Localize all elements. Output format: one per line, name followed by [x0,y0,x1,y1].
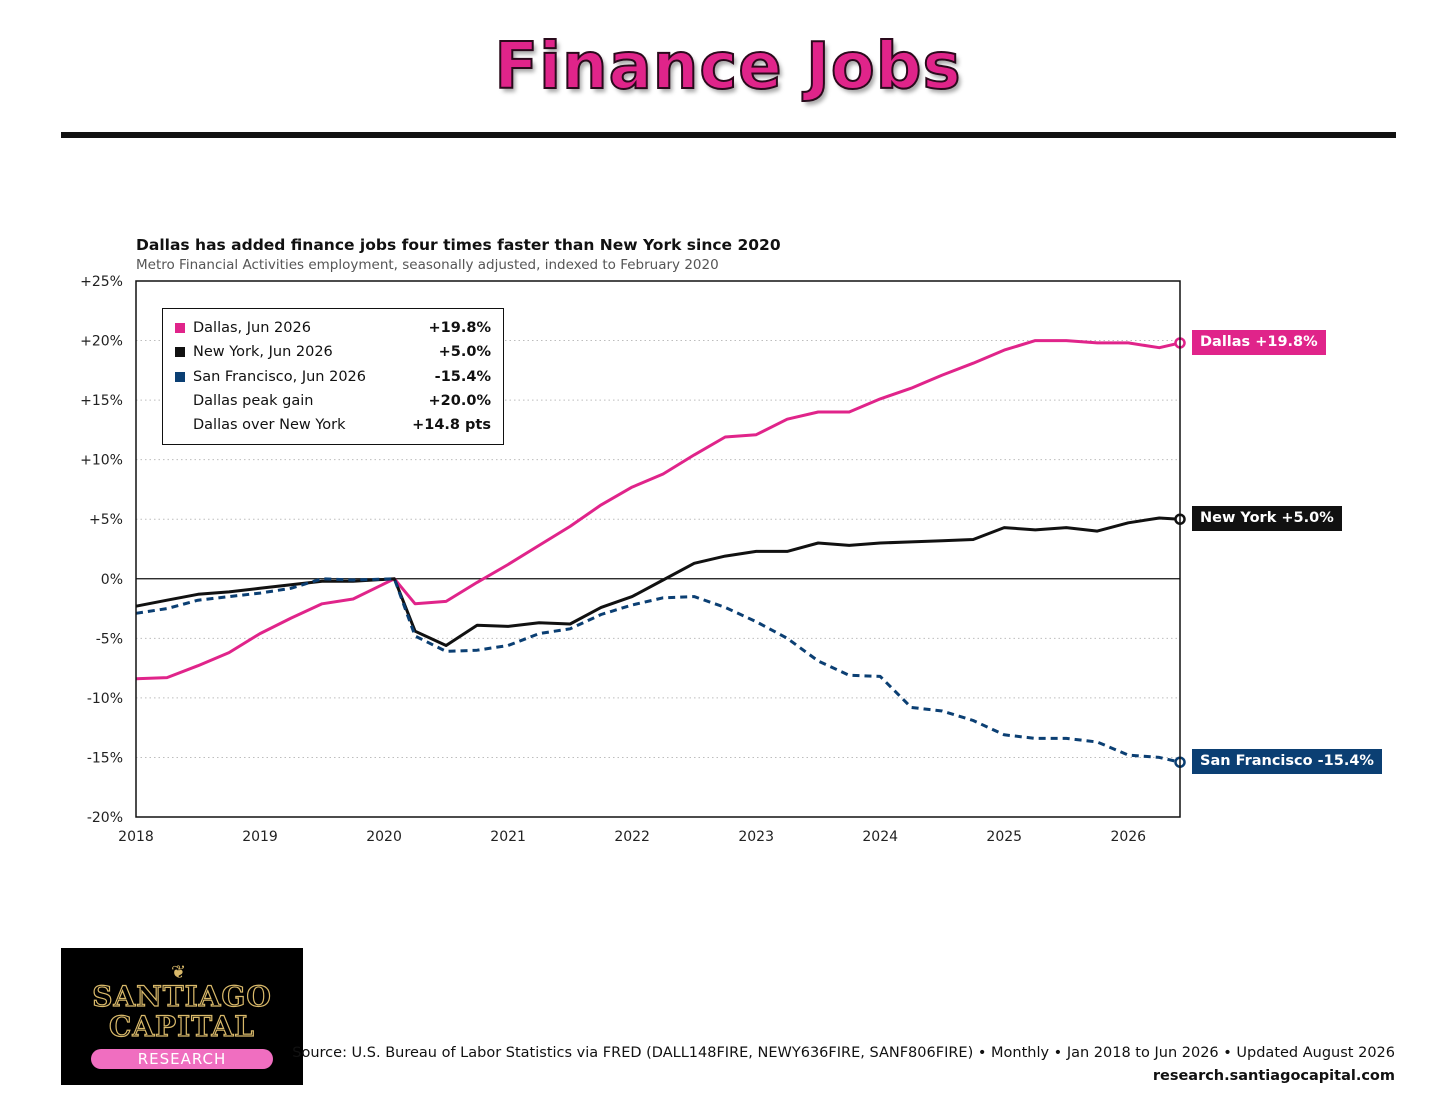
x-tick-label: 2025 [986,829,1022,845]
page-title: Finance Jobs [493,29,962,105]
legend-row: Dallas over New York +14.8 pts [175,413,491,437]
y-tick-label: -5% [96,631,123,647]
logo-line-1: SANTIAGO [92,979,272,1013]
y-tick-label: +25% [80,274,123,290]
series-line-dallas [135,339,1181,681]
legend-swatch [175,396,185,406]
website-url: research.santiagocapital.com [1152,1068,1395,1084]
legend-value: +14.8 pts [412,417,491,434]
end-label-dallas: Dallas +19.8% [1192,329,1326,355]
legend-value: -15.4% [434,368,491,385]
end-label-san-francisco: San Francisco -15.4% [1192,749,1382,775]
source-note: Source: U.S. Bureau of Labor Statistics … [292,1045,1395,1061]
legend-value: +5.0% [438,344,491,361]
y-tick-label: +5% [89,512,123,528]
y-tick-label: -15% [87,750,123,766]
x-tick-label: 2022 [614,829,650,845]
title-divider [61,132,1396,138]
series-line-san-francisco [135,577,1181,764]
y-tick-label: -20% [87,810,123,826]
legend: Dallas, Jun 2026 +19.8% New York, Jun 2026… [162,308,504,445]
y-tick-label: +10% [80,453,123,469]
y-tick-label: -10% [87,691,123,707]
x-tick-label: 2020 [366,829,402,845]
end-label-new-york: New York +5.0% [1192,506,1342,532]
series-line-new-york [135,516,1181,647]
plot-frame [135,280,1181,818]
legend-swatch [175,323,185,333]
y-tick-label: +20% [80,334,123,350]
santiago-capital-logo: ❦ SANTIAGO CAPITAL RESEARCH [61,948,303,1085]
x-tick-label: 2023 [738,829,774,845]
legend-row: Dallas, Jun 2026 +19.8% [175,316,491,340]
legend-label: San Francisco, Jun 2026 [193,368,366,385]
legend-label: New York, Jun 2026 [193,344,333,361]
x-tick-label: 2019 [242,829,278,845]
legend-swatch [175,371,185,382]
legend-label: Dallas over New York [193,417,346,434]
x-tick-label: 2024 [862,829,898,845]
logo-research-badge: RESEARCH [91,1049,273,1069]
logo-line-2: CAPITAL [108,1009,255,1043]
x-tick-label: 2021 [490,829,526,845]
x-tick-label: 2026 [1110,829,1146,845]
legend-label: Dallas peak gain [193,392,314,409]
legend-value: +19.8% [428,320,491,336]
axes: +25% +20% +15% +10% +5% 0% -5% -10% -15% -20% 2018… [80,274,1146,845]
legend-value: +20.0% [428,392,491,409]
legend-swatch [175,420,185,430]
legend-row: New York, Jun 2026 +5.0% [175,340,491,364]
y-tick-label: 0% [101,572,123,588]
chart-title: Dallas has added finance jobs four times… [136,236,781,254]
legend-swatch [175,347,185,358]
chart-subtitle: Metro Financial Activities employment, s… [136,257,719,273]
series-lines [135,337,1186,768]
x-tick-label: 2018 [118,829,154,845]
shell-emblem-icon: ❦ [171,962,187,983]
legend-row: San Francisco, Jun 2026 -15.4% [175,365,491,389]
gridlines [136,340,1180,758]
legend-row: Dallas peak gain +20.0% [175,389,491,413]
legend-label: Dallas, Jun 2026 [193,320,311,336]
y-tick-label: +15% [80,393,123,409]
